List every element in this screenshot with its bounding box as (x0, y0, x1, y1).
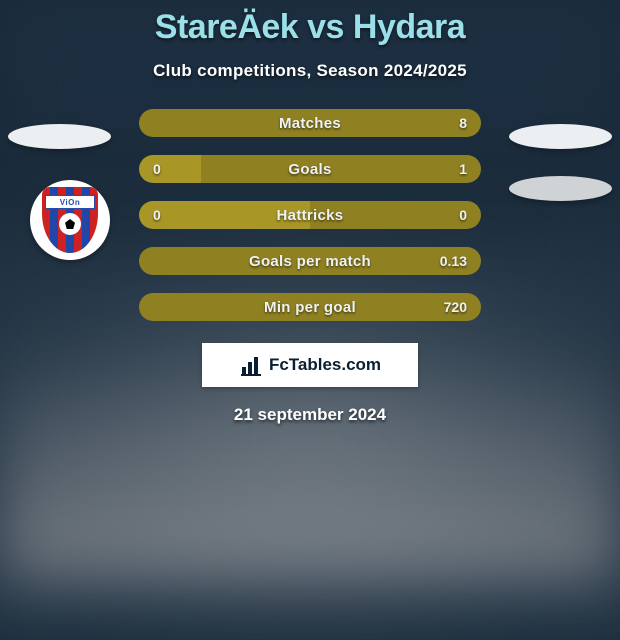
stat-right-value: 0.13 (440, 253, 467, 269)
attribution-badge: FcTables.com (202, 343, 418, 387)
snapshot-date: 21 september 2024 (234, 405, 386, 425)
stat-label: Min per goal (264, 299, 356, 316)
comparison-title: StareÄek vs Hydara (155, 8, 465, 47)
bar-chart-icon (239, 353, 263, 377)
stat-label: Matches (279, 115, 341, 132)
comparison-subtitle: Club competitions, Season 2024/2025 (153, 61, 467, 81)
stat-row: Matches 8 (139, 109, 481, 137)
content-wrapper: ViOn StareÄek vs Hydara Club competition… (0, 0, 620, 580)
stat-row: Hattricks 0 0 (139, 201, 481, 229)
stat-right-fill (201, 155, 481, 183)
stat-label: Goals (288, 161, 331, 178)
stat-row: Min per goal 720 (139, 293, 481, 321)
attribution-text: FcTables.com (269, 355, 381, 375)
stat-label: Hattricks (277, 207, 344, 224)
stat-rows: Matches 8 Goals 0 1 Hattricks 0 0 Goals per matc… (0, 109, 620, 321)
stat-label: Goals per match (249, 253, 371, 270)
stat-left-fill (139, 155, 201, 183)
stat-right-value: 8 (459, 115, 467, 131)
stat-right-value: 0 (459, 207, 467, 223)
stat-left-value: 0 (153, 207, 161, 223)
stat-left-value: 0 (153, 161, 161, 177)
stat-row: Goals 0 1 (139, 155, 481, 183)
stat-row: Goals per match 0.13 (139, 247, 481, 275)
stat-right-value: 1 (459, 161, 467, 177)
stat-right-value: 720 (444, 299, 467, 315)
